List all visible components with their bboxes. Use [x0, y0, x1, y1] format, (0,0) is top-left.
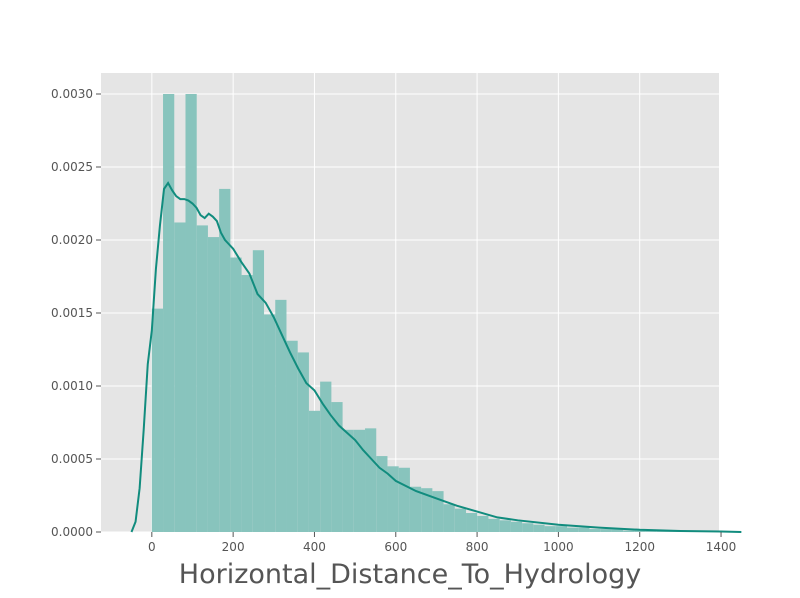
y-tick-label: 0.0020 [51, 233, 93, 247]
x-tick-label: 800 [466, 540, 489, 554]
histogram-bar [365, 428, 377, 532]
y-tick-label: 0.0025 [51, 160, 93, 174]
histogram-bar [196, 225, 208, 532]
histogram-bar [230, 257, 242, 532]
histogram-bar [151, 308, 164, 532]
histogram-bar [454, 508, 467, 532]
histogram-bar [589, 529, 601, 532]
histogram-bar [421, 488, 433, 532]
histogram-bar [567, 527, 579, 532]
x-tick-label: 200 [222, 540, 245, 554]
histogram-bar [544, 526, 556, 532]
histogram-bar [241, 275, 253, 532]
histogram-bar [466, 513, 478, 532]
y-tick-label: 0.0030 [51, 87, 93, 101]
histogram-bar [163, 94, 175, 532]
histogram-bar [533, 524, 545, 532]
x-tick-label: 400 [303, 540, 326, 554]
histogram-bar [578, 527, 590, 532]
histogram-bar [264, 314, 276, 532]
histogram-bar [275, 299, 287, 532]
histogram-bar [600, 529, 612, 532]
x-tick-label: 1200 [624, 540, 655, 554]
histogram-bar [409, 486, 422, 532]
histogram-bar [510, 521, 523, 532]
histogram-bar [488, 518, 500, 532]
x-tick-label: 1400 [706, 540, 737, 554]
x-axis-ticks: 0 200 400 600 800 1000 1200 1400 [148, 532, 736, 554]
histogram-bar [320, 381, 332, 532]
histogram-bar [219, 188, 231, 532]
y-axis-ticks: 0.0000 0.0005 0.0010 0.0015 0.0020 0.0025 0.00… [51, 87, 101, 539]
histogram-bar [432, 491, 444, 532]
histogram-bar [297, 352, 309, 532]
histogram-bar [443, 504, 455, 532]
y-tick-label: 0.0005 [51, 452, 93, 466]
histogram-bar [611, 529, 624, 532]
y-tick-label: 0.0010 [51, 379, 93, 393]
histogram-bar [174, 222, 186, 533]
histogram-bar [286, 340, 298, 532]
histogram-bar [185, 94, 197, 532]
histogram-bar [207, 237, 220, 532]
x-tick-label: 0 [148, 540, 156, 554]
histogram-bar [555, 526, 568, 532]
x-tick-label: 1000 [543, 540, 574, 554]
histogram-bar [376, 456, 388, 532]
histogram-bar [342, 429, 354, 532]
histogram-bar [477, 515, 489, 532]
histogram-bar [331, 402, 343, 532]
histogram-bars [151, 94, 736, 533]
x-axis-label: Horizontal_Distance_To_Hydrology [179, 559, 641, 590]
histogram-bar [645, 530, 657, 532]
kde-line [130, 181, 742, 533]
histogram-bar [398, 467, 410, 532]
histogram-bar [252, 250, 265, 532]
histogram-bar [387, 466, 399, 532]
histogram-bar [522, 523, 534, 532]
histogram-bar [353, 429, 366, 532]
x-tick-label: 600 [384, 540, 407, 554]
y-tick-label: 0.0015 [51, 306, 93, 320]
histogram-bar [634, 530, 646, 532]
histogram-bar [308, 410, 321, 532]
histogram-bar [623, 530, 635, 532]
histogram-bar [499, 520, 511, 532]
y-tick-label: 0.0000 [51, 525, 93, 539]
